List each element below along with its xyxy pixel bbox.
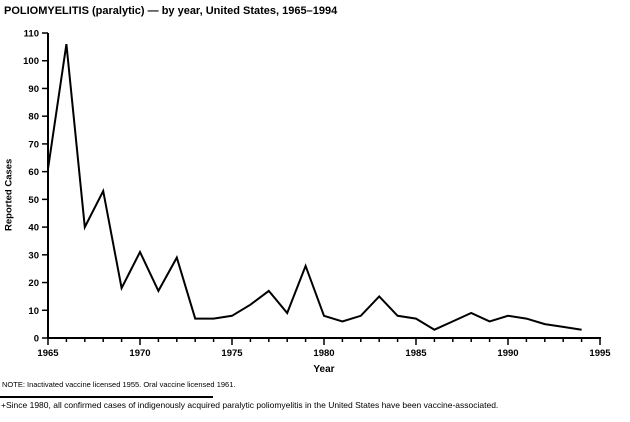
- x-tick-label: 1980: [313, 348, 334, 359]
- y-tick-label: 0: [34, 334, 39, 345]
- note-text: NOTE: Inactivated vaccine licensed 1955.…: [2, 380, 236, 389]
- x-axis-ticks: 1965 1970 1975 1980 1985 1990 1995: [37, 338, 611, 359]
- x-tick-label: 1970: [129, 348, 150, 359]
- x-tick-label: 1985: [405, 348, 427, 359]
- data-line: [47, 43, 582, 331]
- y-tick-label: 60: [28, 167, 39, 178]
- y-tick-label: 70: [28, 139, 39, 150]
- footnote-text: +Since 1980, all confirmed cases of indi…: [1, 400, 499, 410]
- y-tick-label: 90: [28, 84, 39, 95]
- y-tick-label: 20: [28, 278, 39, 289]
- x-tick-label: 1975: [221, 348, 243, 359]
- y-axis-ticks: 0 10 20 30 40 50 60 70 80 90 100 110: [23, 29, 48, 345]
- x-axis-label: Year: [313, 364, 335, 375]
- x-tick-label: 1965: [37, 348, 59, 359]
- x-tick-label: 1995: [589, 348, 611, 359]
- y-tick-label: 10: [28, 306, 39, 317]
- y-tick-label: 80: [28, 112, 39, 123]
- y-tick-label: 50: [28, 195, 39, 206]
- y-tick-label: 40: [28, 223, 39, 234]
- footnote-divider: [0, 396, 213, 398]
- y-tick-label: 100: [23, 56, 39, 67]
- y-tick-label: 110: [24, 29, 39, 40]
- chart-title: POLIOMYELITIS (paralytic) — by year, Uni…: [4, 5, 338, 17]
- y-tick-label: 30: [28, 250, 39, 261]
- x-tick-label: 1990: [497, 348, 518, 359]
